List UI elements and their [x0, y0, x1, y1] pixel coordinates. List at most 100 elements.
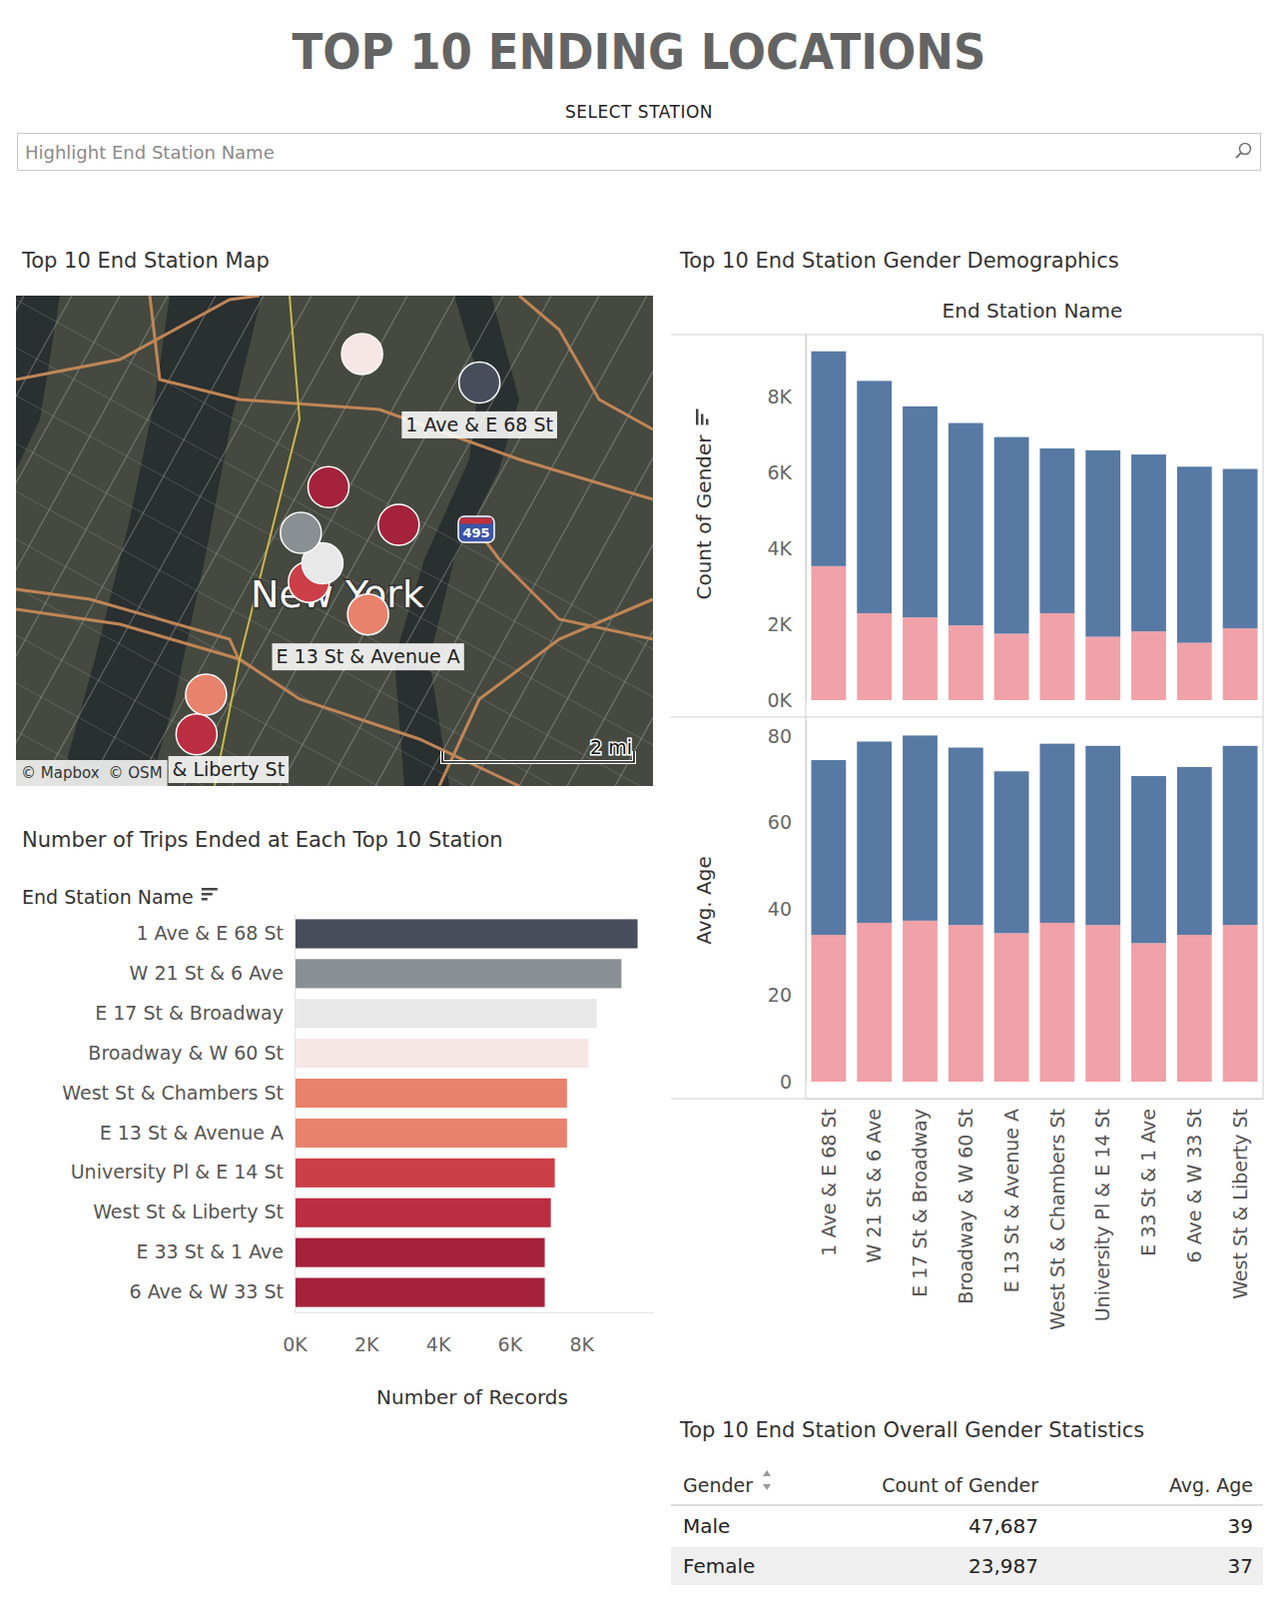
panel-frame	[670, 334, 1264, 1099]
map-road	[149, 295, 653, 500]
tick: 8K	[569, 1311, 595, 1355]
tick-label: 4K	[766, 537, 792, 560]
search-icon[interactable]	[1236, 152, 1242, 158]
bar-segment	[1039, 922, 1075, 1082]
sort-icon	[201, 887, 218, 901]
tick: West St & Chambers St	[1046, 1098, 1069, 1330]
bar-segment	[1223, 469, 1259, 630]
category-axis-line	[294, 914, 296, 1313]
table-cell: 37	[1228, 1553, 1254, 1578]
bar	[294, 998, 598, 1028]
tick: 0	[779, 1070, 806, 1093]
x-axis-line	[806, 1098, 1265, 1100]
bar-segment	[1223, 745, 1259, 925]
select-label: SELECT STATION	[565, 101, 713, 122]
map-street	[15, 295, 264, 786]
gender-table: Top 10 End Station Overall Gender Statis…	[670, 1417, 1264, 1585]
tick-label: 2K	[766, 613, 792, 636]
map-road	[15, 589, 240, 661]
bar-segment	[1085, 450, 1121, 638]
bar-segment	[1223, 628, 1259, 700]
tick-label: 6K	[498, 1332, 524, 1355]
map-road	[15, 295, 260, 380]
bars	[810, 351, 1258, 700]
map-road	[519, 295, 653, 430]
table-cell: 39	[1228, 1513, 1254, 1538]
panel-border	[805, 334, 807, 1099]
sort-icon-part	[762, 1483, 771, 1490]
tick-label: E 13 St & Avenue A	[1000, 1108, 1023, 1292]
tick-label: Broadway & W 60 St	[954, 1108, 977, 1304]
station-point	[185, 673, 227, 715]
section-title: Top 10 End Station Overall Gender Statis…	[678, 1417, 1145, 1442]
tick: Broadway & W 60 St	[954, 1098, 977, 1304]
tick-label: E 17 St & Broadway	[94, 1001, 284, 1024]
tick-label: 60	[767, 810, 792, 833]
sort-icon-part	[762, 1469, 771, 1476]
bar-segment	[1131, 942, 1167, 1082]
axis-title: Avg. Age	[691, 855, 716, 944]
station-point	[341, 333, 383, 375]
value-axis: 0K2K4K6K8K	[282, 1311, 653, 1355]
bar-segment	[856, 613, 892, 700]
map-base	[15, 295, 653, 786]
tick-label: 0K	[282, 1332, 308, 1355]
tick-label: 8K	[569, 1332, 595, 1355]
tick-label: West St & Chambers St	[61, 1081, 284, 1104]
panel-border	[670, 334, 1264, 336]
bar-segment	[856, 740, 892, 923]
sort-icon-bar	[201, 887, 218, 891]
bar-segment	[1085, 924, 1121, 1082]
map-street	[279, 295, 552, 786]
tick: 1 Ave & E 68 St	[135, 921, 295, 944]
bar	[294, 1198, 552, 1228]
sort-icon-bar	[705, 418, 709, 425]
station-point	[459, 361, 501, 403]
axis-title: Number of Records	[376, 1384, 569, 1409]
bars	[294, 918, 639, 1306]
bar-segment	[902, 406, 938, 618]
tick: University Pl & E 14 St	[70, 1160, 295, 1183]
tick-label: West St & Liberty St	[1229, 1108, 1252, 1299]
map-street	[15, 395, 653, 745]
column-header: Count of Gender	[881, 1473, 1039, 1496]
search-box[interactable]: Highlight End Station Name	[17, 133, 1262, 171]
road-shield: 495	[458, 516, 495, 543]
map-street	[519, 295, 653, 786]
tick-label: 0K	[766, 688, 792, 711]
road-shield-body	[458, 516, 495, 543]
point-label-box	[168, 755, 290, 783]
tick: 0K	[766, 688, 806, 711]
tick: 2K	[766, 613, 806, 636]
bar-segment	[1039, 743, 1075, 923]
bars	[810, 734, 1258, 1082]
search-placeholder: Highlight End Station Name	[24, 141, 275, 163]
map-land	[15, 295, 653, 786]
attribution-text: © OSM	[108, 763, 163, 782]
stacked-chart: 0204060801 Ave & E 68 StW 21 St & 6 AveE…	[691, 719, 1265, 1330]
point-label: 1 Ave & E 68 St	[405, 413, 554, 436]
bar-segment	[948, 747, 984, 926]
station-point	[347, 594, 389, 636]
sort-icon-bar	[201, 892, 213, 896]
tick: West St & Liberty St	[92, 1200, 295, 1223]
table-cell: Male	[682, 1513, 730, 1538]
row-band	[670, 1546, 1264, 1585]
bar-segment	[1039, 448, 1075, 614]
search-icon[interactable]	[1240, 143, 1252, 155]
tick-label: E 13 St & Avenue A	[99, 1121, 284, 1144]
axis-title: Count of Gender	[691, 434, 716, 601]
bar-segment	[1177, 642, 1213, 700]
bar-segment	[902, 617, 938, 700]
map-street	[15, 682, 653, 786]
bar	[294, 1038, 589, 1068]
column-header: Avg. Age	[1169, 1473, 1254, 1496]
tick-label: W 21 St & 6 Ave	[129, 961, 284, 984]
place-label: New York	[250, 572, 425, 617]
tick: 4K	[766, 537, 806, 560]
tick: E 33 St & 1 Ave	[1137, 1098, 1160, 1257]
bar	[294, 918, 639, 948]
tick: 8K	[766, 385, 806, 408]
station-point	[280, 512, 322, 554]
search-field[interactable]	[17, 133, 1262, 171]
